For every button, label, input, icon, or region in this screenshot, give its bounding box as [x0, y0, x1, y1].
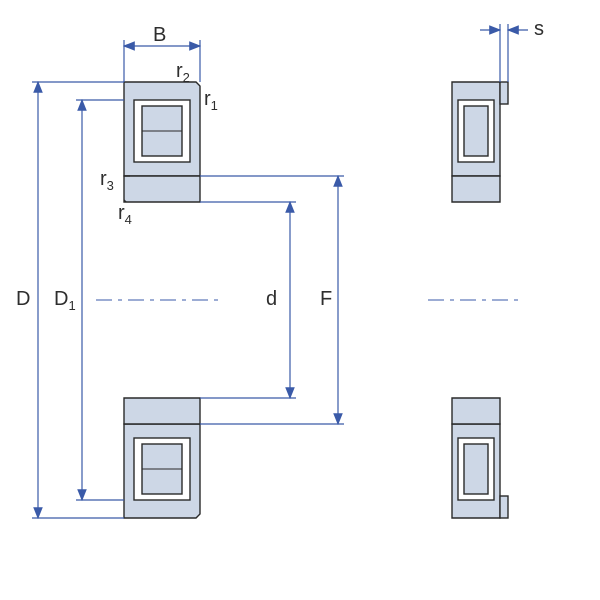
label-F: F [320, 288, 332, 311]
label-r3: r3 [100, 168, 114, 193]
label-r4: r4 [118, 202, 132, 227]
label-D1: D1 [54, 288, 76, 313]
bearing-diagram [0, 0, 600, 600]
label-B: B [153, 24, 166, 47]
label-D: D [16, 288, 30, 311]
label-d: d [266, 288, 277, 311]
label-r1: r1 [204, 88, 218, 113]
label-r2: r2 [176, 60, 190, 85]
label-s: s [534, 18, 544, 41]
